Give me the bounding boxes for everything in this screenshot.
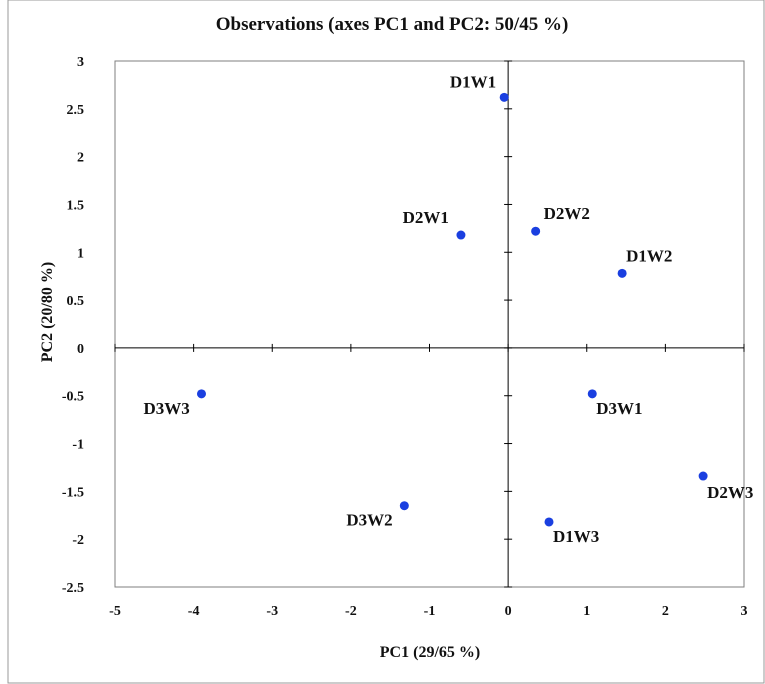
y-tick-label: -0.5 bbox=[62, 390, 84, 405]
data-point bbox=[499, 92, 509, 102]
y-tick-label: -1 bbox=[72, 438, 84, 453]
y-tick-label: -1.5 bbox=[62, 485, 84, 500]
data-point bbox=[456, 230, 466, 240]
point-label: D3W2 bbox=[346, 511, 392, 530]
y-tick-label: 1.5 bbox=[67, 198, 85, 213]
point-label: D3W1 bbox=[596, 399, 642, 418]
x-tick-label: -1 bbox=[424, 604, 436, 619]
data-point bbox=[617, 268, 627, 278]
data-point bbox=[196, 389, 206, 399]
x-tick-label: -3 bbox=[266, 604, 278, 619]
x-tick-label: -4 bbox=[188, 604, 200, 619]
figure-border bbox=[7, 0, 765, 684]
data-point bbox=[587, 389, 597, 399]
y-tick-label: 2 bbox=[77, 151, 84, 166]
y-tick-label: 1 bbox=[77, 246, 84, 261]
x-axis-label: PC1 (29/65 %) bbox=[380, 644, 480, 661]
plot-area bbox=[114, 60, 745, 588]
point-label: D1W1 bbox=[450, 72, 496, 91]
point-label: D2W1 bbox=[403, 208, 449, 227]
x-tick-label: 3 bbox=[741, 604, 748, 619]
x-tick-label: -2 bbox=[345, 604, 357, 619]
point-label: D2W3 bbox=[707, 483, 753, 502]
data-point bbox=[399, 501, 409, 511]
data-point bbox=[531, 226, 541, 236]
chart-title: Observations (axes PC1 and PC2: 50/45 %) bbox=[216, 14, 569, 35]
point-label: D1W3 bbox=[553, 527, 599, 546]
y-axis-label: PC2 (20/80 %) bbox=[39, 262, 56, 362]
point-label: D3W3 bbox=[143, 399, 189, 418]
x-tick-label: 2 bbox=[662, 604, 669, 619]
y-tick-label: 2.5 bbox=[67, 103, 85, 118]
y-tick-label: 0.5 bbox=[67, 294, 85, 309]
x-tick-label: -5 bbox=[109, 604, 121, 619]
y-tick-label: -2.5 bbox=[62, 581, 84, 596]
point-label: D1W2 bbox=[626, 246, 672, 265]
point-label: D2W2 bbox=[544, 204, 590, 223]
x-tick-label: 1 bbox=[583, 604, 590, 619]
y-tick-label: 3 bbox=[77, 55, 84, 70]
x-tick-label: 0 bbox=[505, 604, 512, 619]
y-tick-label: 0 bbox=[77, 342, 84, 357]
data-point bbox=[698, 471, 708, 481]
data-point bbox=[544, 517, 554, 527]
y-tick-label: -2 bbox=[72, 533, 84, 548]
